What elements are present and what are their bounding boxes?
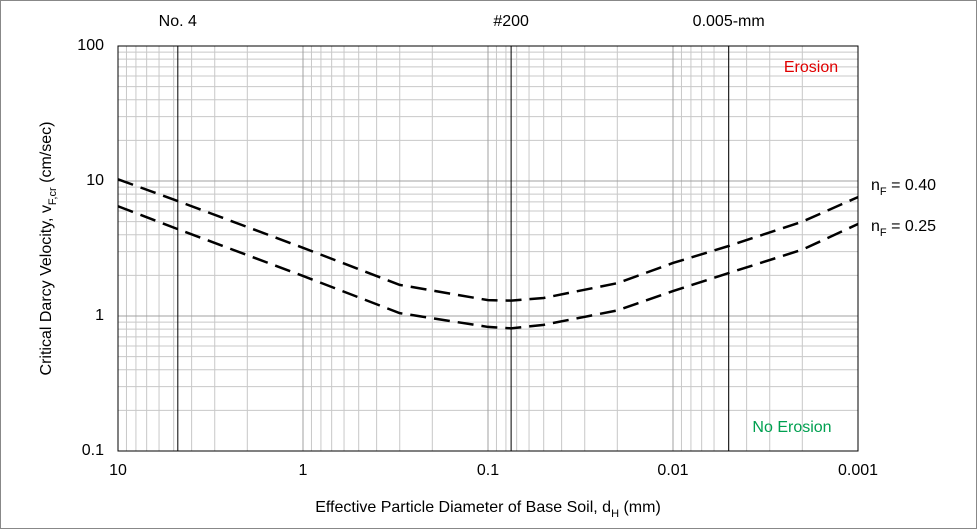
x-tick-label: 0.01 — [657, 462, 688, 479]
data-line — [117, 178, 859, 302]
curve-label-part: n — [871, 177, 880, 194]
curve-label-part: n — [871, 218, 880, 235]
y-tick-label: 1 — [95, 307, 104, 324]
curve-label: nF = 0.40 — [871, 177, 936, 198]
x-axis-label-part: (mm) — [619, 499, 661, 516]
x-tick-label: 0.001 — [838, 462, 878, 479]
curve-label-part: F — [880, 186, 887, 198]
curve-label-part: = 0.40 — [887, 177, 936, 194]
annotation: No Erosion — [752, 419, 831, 436]
x-axis-label: Effective Particle Diameter of Base Soil… — [315, 499, 661, 520]
y-axis-label-part: F,cr — [47, 187, 59, 205]
data-line — [117, 205, 859, 330]
y-axis-label: Critical Darcy Velocity, vF,cr (cm/sec) — [38, 122, 59, 376]
y-tick-label: 100 — [77, 37, 104, 54]
x-axis-label-part: H — [611, 508, 619, 520]
reference-label: No. 4 — [159, 13, 197, 30]
y-tick-label: 0.1 — [82, 442, 104, 459]
y-axis-label-part: Critical Darcy Velocity, v — [38, 205, 55, 375]
reference-label: 0.005-mm — [693, 13, 765, 30]
y-tick-label: 10 — [86, 172, 104, 189]
x-tick-label: 0.1 — [477, 462, 499, 479]
x-tick-label: 1 — [299, 462, 308, 479]
curve-label-part: F — [880, 227, 887, 239]
reference-label: #200 — [493, 13, 529, 30]
curve-label: nF = 0.25 — [871, 218, 936, 239]
y-axis-label-part: (cm/sec) — [38, 122, 55, 188]
annotation: Erosion — [784, 59, 838, 76]
x-axis-label-part: Effective Particle Diameter of Base Soil… — [315, 499, 611, 516]
plot-border — [117, 45, 859, 452]
curve-label-part: = 0.25 — [887, 218, 936, 235]
x-tick-label: 10 — [109, 462, 127, 479]
